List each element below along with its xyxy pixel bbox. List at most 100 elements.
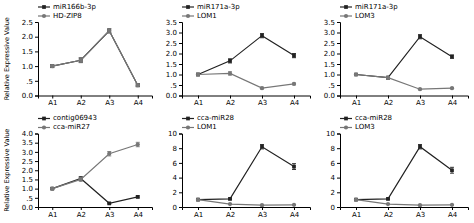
x-tick-label: A4 [448, 211, 458, 219]
y-tick-mark [35, 81, 38, 82]
line [198, 73, 294, 88]
x-tick-label: A2 [384, 211, 393, 219]
x-tick-label: A1 [352, 211, 361, 219]
marker [136, 83, 140, 87]
error-cap [450, 167, 454, 168]
x-tick: A2 [384, 96, 393, 108]
y-tick-label: 0.0 [324, 92, 335, 100]
y-tick: 3.0 [324, 29, 340, 37]
marker [418, 145, 422, 149]
y-tick-mark [35, 152, 38, 153]
y-tick-label: 2.5 [22, 19, 33, 27]
y-tick-mark [179, 163, 182, 164]
x-tick: A3 [258, 207, 267, 219]
y-tick: 1.0 [22, 185, 38, 193]
y-axis: 0246810 [326, 130, 340, 211]
line [52, 179, 138, 204]
marks [354, 35, 454, 92]
marker [50, 64, 54, 68]
y-tick: 4 [173, 174, 182, 182]
y-tick-mark [179, 148, 182, 149]
x-tick-label: A1 [48, 211, 57, 219]
x-axis: A1A2A3A4 [183, 96, 311, 108]
y-tick-label: 0 [173, 204, 177, 212]
marker [136, 195, 140, 199]
x-tick: A3 [416, 207, 425, 219]
legend: cca-miR28LOM3 [340, 114, 392, 131]
x-tick-mark [81, 207, 82, 210]
y-tick-mark [179, 96, 182, 97]
y-tick-label: 0.0 [22, 92, 33, 100]
y-tick-label: 3.5 [166, 19, 177, 27]
y-tick-label: 0 [331, 204, 335, 212]
legend-label: cca-miR28 [197, 114, 234, 122]
y-axis-line [179, 23, 183, 97]
x-axis-line [183, 96, 311, 99]
y-tick-mark [337, 64, 340, 65]
y-axis-line [35, 23, 39, 97]
y-axis: 0.0.51.01.52.02.53.03.5 [166, 19, 183, 101]
y-tick-label: 1.5 [166, 61, 177, 69]
series [50, 142, 140, 190]
x-tick: A4 [290, 96, 300, 108]
x-tick: A2 [77, 96, 86, 108]
marker [107, 201, 111, 205]
x-tick: A2 [77, 207, 86, 219]
y-tick: .5 [328, 82, 340, 90]
x-tick: A4 [290, 207, 300, 219]
x-tick-mark [452, 96, 453, 99]
legend-item: miR171a-3p [182, 3, 240, 11]
y-tick: 3.5 [22, 139, 38, 147]
y-tick-mark [337, 54, 340, 55]
y-tick: .5 [26, 78, 38, 86]
y-tick: 0 [173, 204, 182, 212]
y-tick: 1.5 [324, 61, 340, 69]
marker [418, 35, 422, 39]
y-tick-label: 0.0 [22, 204, 33, 212]
legend-marker [186, 117, 190, 121]
y-tick-mark [337, 207, 340, 208]
x-axis: A1A2A3A4 [341, 96, 469, 108]
legend-item: cca-miR28 [340, 114, 392, 122]
y-tick-mark [337, 134, 340, 135]
series [354, 145, 454, 202]
y-tick-label: 1.5 [22, 48, 33, 56]
y-tick-mark [337, 148, 340, 149]
y-tick-label: 3.0 [22, 149, 33, 157]
y-tick: 2 [173, 189, 182, 197]
panel: 0.0.51.01.52.02.5A1A2A3A4Relative Expres… [3, 3, 153, 108]
legend: miR171a-3pLOM3 [340, 3, 398, 20]
y-tick-mark [179, 54, 182, 55]
x-tick-label: A2 [77, 211, 86, 219]
y-tick-mark [179, 178, 182, 179]
line [52, 145, 138, 189]
plot-area: 0.0.51.01.52.02.53.03.54.0A1A2A3A4 [22, 130, 153, 219]
legend-item: cca-miR28 [182, 114, 234, 122]
y-tick-mark [337, 163, 340, 164]
marker [50, 64, 54, 68]
x-tick-mark [109, 207, 110, 210]
x-axis-line [341, 208, 469, 211]
y-tick: 6 [173, 160, 182, 168]
marker [260, 203, 264, 207]
marks [354, 145, 454, 207]
y-axis: 0.0.51.01.52.02.5 [22, 19, 39, 101]
y-tick-mark [35, 207, 38, 208]
legend-label: LOM3 [355, 123, 375, 131]
line [356, 147, 452, 200]
y-tick: 2.5 [324, 40, 340, 48]
legend-marker [186, 125, 190, 129]
y-tick-mark [179, 75, 182, 76]
marker [354, 198, 358, 202]
series [354, 35, 454, 80]
y-tick-label: 10 [326, 130, 335, 138]
marker [292, 82, 296, 86]
marker [386, 76, 390, 80]
x-tick-label: A2 [226, 99, 235, 107]
legend-label: contig06943 [53, 114, 97, 122]
y-tick: 1.5 [166, 61, 182, 69]
y-tick-label: 8 [331, 145, 335, 153]
x-tick-label: A1 [48, 99, 57, 107]
marker [354, 73, 358, 77]
y-tick-label: .5 [170, 82, 177, 90]
